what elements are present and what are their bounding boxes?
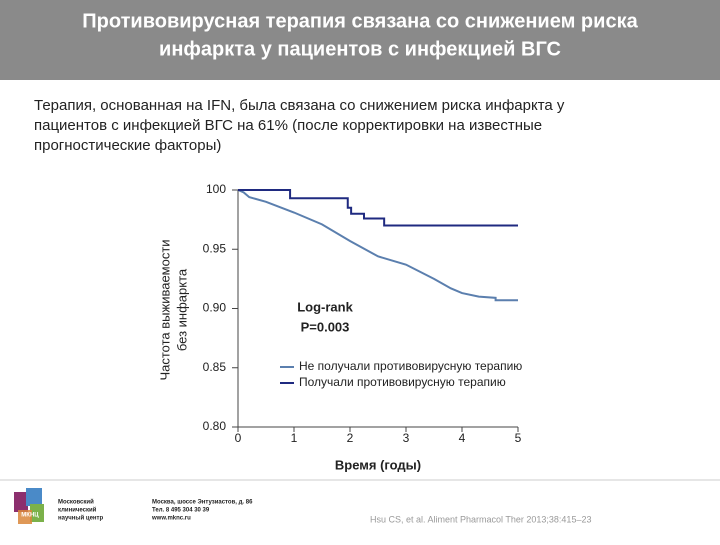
logo	[14, 488, 44, 524]
x-tick-label: 4	[459, 431, 466, 445]
org-name: Московский	[58, 499, 94, 506]
body-text: Терапия, основанная на IFN, была связана…	[34, 97, 565, 114]
y-tick-label: 0.80	[203, 419, 227, 433]
legend-label: Получали противовирусную терапию	[299, 375, 506, 389]
x-tick-label: 0	[235, 431, 242, 445]
x-tick-label: 1	[291, 431, 298, 445]
logo-abbr: МКНЦ	[21, 513, 39, 519]
y-tick-label: 0.90	[203, 301, 227, 315]
series-line	[237, 189, 518, 302]
body-text: пациентов с инфекцией ВГС на 61% (после …	[34, 117, 542, 134]
y-tick-label: 0.85	[203, 360, 227, 374]
y-tick-label: 0.95	[203, 241, 227, 255]
y-axis-label: Частота выживаемости	[157, 239, 172, 380]
annotation: Log-rank	[297, 299, 353, 314]
series-line	[238, 189, 518, 227]
contact: www.mknc.ru	[151, 516, 191, 522]
org-name: научный центр	[58, 515, 103, 522]
legend-label: Не получали противовирусную терапию	[299, 359, 522, 373]
y-axis-label: без инфаркта	[174, 268, 189, 351]
x-tick-label: 5	[515, 431, 522, 445]
x-tick-label: 3	[403, 431, 410, 445]
title: Противовирусная терапия связана со сниже…	[82, 10, 638, 32]
body-text: прогностические факторы)	[34, 137, 221, 154]
citation: Hsu CS, et al. Aliment Pharmacol Ther 20…	[370, 514, 591, 524]
header-band	[0, 0, 720, 80]
x-axis-label: Время (годы)	[335, 457, 421, 472]
y-tick-label: 100	[206, 182, 226, 196]
title: инфаркта у пациентов с инфекцией ВГС	[159, 38, 561, 60]
contact: Москва, шоссе Энтузиастов, д. 86	[152, 500, 253, 506]
contact: Тел. 8 495 304 30 39	[152, 508, 210, 514]
x-tick-label: 2	[347, 431, 354, 445]
org-name: клинический	[58, 507, 97, 514]
annotation: P=0.003	[301, 319, 350, 334]
